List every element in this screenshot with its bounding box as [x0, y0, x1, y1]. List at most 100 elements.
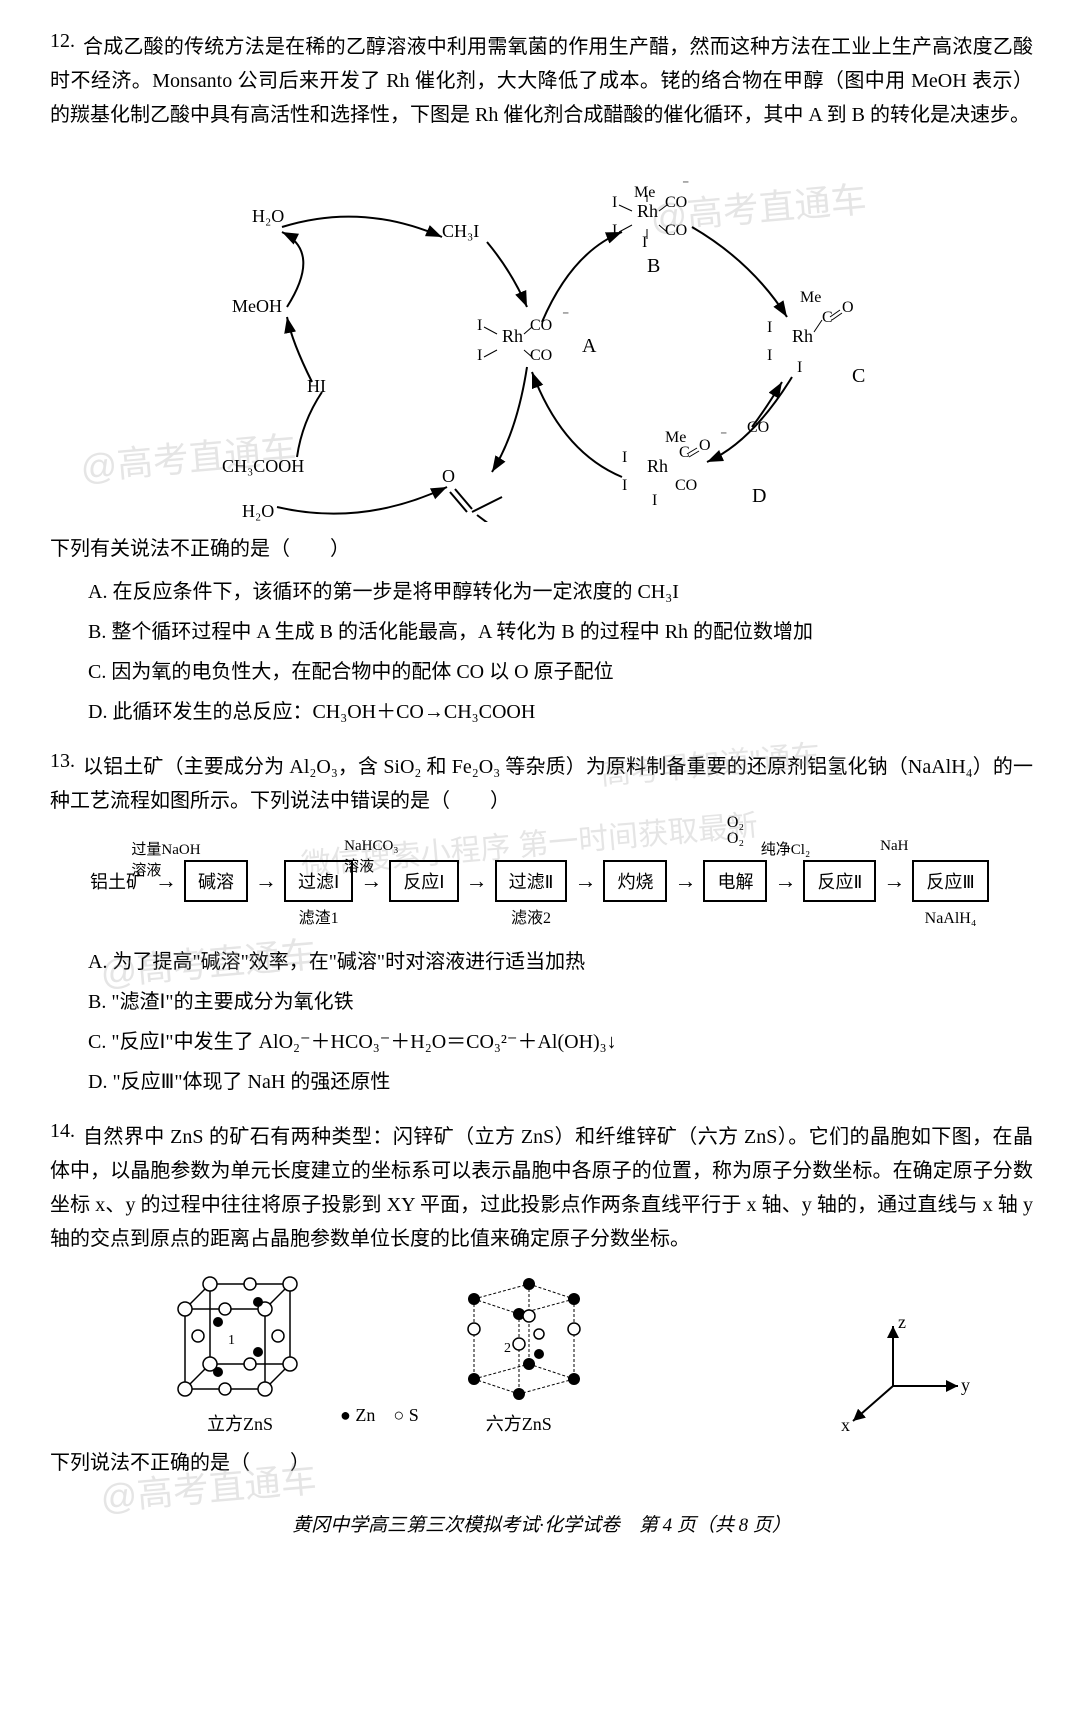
svg-text:C: C: [822, 309, 833, 326]
svg-text:CH₃COOH: CH₃COOH: [222, 456, 304, 476]
svg-text:I: I: [477, 347, 482, 364]
axis-z-label: z: [898, 1316, 906, 1332]
svg-text:I: I: [622, 477, 627, 494]
flow-box: 反应Ⅰ: [389, 860, 458, 902]
svg-text:B: B: [647, 255, 660, 277]
options-list: A. 为了提高"碱溶"效率，在"碱溶"时对溶液进行适当加热 B. "滤渣Ⅰ"的主…: [88, 944, 1033, 1100]
svg-text:Rh: Rh: [502, 326, 523, 346]
flow-box: 碱溶: [184, 860, 248, 902]
svg-text:I: I: [477, 317, 482, 334]
flow-output-label: 滤液2: [511, 904, 551, 928]
hex-zns-svg: 2: [449, 1274, 589, 1404]
svg-text:⁻: ⁻: [720, 429, 727, 444]
option-c: C. 因为氧的电负性大，在配合物中的配体 CO 以 O 原子配位: [88, 654, 1033, 690]
svg-text:Rh: Rh: [637, 201, 658, 221]
svg-text:I: I: [797, 359, 802, 376]
flow-box: 反应Ⅱ: [803, 860, 876, 902]
svg-text:CH₃I: CH₃I: [442, 221, 479, 241]
legend-s: ○ S: [393, 1405, 418, 1426]
svg-text:Me: Me: [800, 289, 821, 306]
svg-text:CO: CO: [530, 347, 552, 364]
arrow-label: NaH: [880, 838, 908, 855]
svg-text:O: O: [842, 299, 854, 316]
option-a: A. 在反应条件下，该循环的第一步是将甲醇转化为一定浓度的 CH₃I: [88, 574, 1033, 610]
options-list: A. 在反应条件下，该循环的第一步是将甲醇转化为一定浓度的 CH₃I B. 整个…: [88, 574, 1033, 730]
svg-text:O: O: [442, 466, 455, 486]
question-number: 14.: [50, 1120, 75, 1143]
svg-text:C: C: [852, 365, 865, 387]
page-footer: 黄冈中学高三第三次模拟考试·化学试卷 第 4 页（共 8 页）: [50, 1510, 1033, 1537]
question-number: 12.: [50, 30, 75, 53]
axis-y-label: y: [961, 1375, 970, 1395]
flow-output-label: O₂: [727, 814, 744, 832]
crystal-label: 立方ZnS: [207, 1410, 273, 1436]
option-c: C. "反应Ⅰ"中发生了 AlO₂⁻＋HCO₃⁻＋H₂O＝CO₃²⁻＋Al(OH…: [88, 1024, 1033, 1060]
flow-output-label: O₂: [727, 830, 744, 848]
crystal-label: 六方ZnS: [486, 1410, 552, 1436]
svg-text:H₂O: H₂O: [242, 501, 274, 521]
flow-output-label: 滤渣1: [299, 904, 339, 928]
question-body: 以铝土矿（主要成分为 Al₂O₃，含 SiO₂ 和 Fe₂O₃ 等杂质）为原料制…: [50, 750, 1033, 818]
svg-text:C: C: [679, 444, 690, 461]
flow-box-label: 电解: [717, 872, 753, 892]
question-stem: 下列有关说法不正确的是（ ）: [50, 532, 1033, 566]
flow-box: 过滤Ⅱ 滤液2: [495, 860, 568, 902]
svg-text:2: 2: [504, 1341, 511, 1356]
flow-arrow-icon: →: [883, 868, 905, 894]
question-12: 12. 合成乙酸的传统方法是在稀的乙醇溶液中利用需氧菌的作用生产醋，然而这种方法…: [50, 30, 1033, 730]
svg-text:Rh: Rh: [647, 456, 668, 476]
option-d: D. "反应Ⅲ"体现了 NaH 的强还原性: [88, 1064, 1033, 1100]
svg-text:CO: CO: [530, 317, 552, 334]
legend: ● Zn ○ S: [340, 1405, 419, 1426]
question-body: 合成乙酸的传统方法是在稀的乙醇溶液中利用需氧菌的作用生产醋，然而这种方法在工业上…: [50, 30, 1033, 132]
svg-text:⁻: ⁻: [682, 178, 689, 193]
svg-text:O: O: [699, 437, 711, 454]
flow-box-label: 过滤Ⅱ: [509, 872, 554, 892]
svg-text:I: I: [500, 521, 506, 522]
flow-box: 过滤Ⅰ 滤渣1: [284, 860, 353, 902]
svg-text:⁻: ⁻: [562, 309, 569, 324]
option-d: D. 此循环发生的总反应：CH₃OH＋CO→CH₃COOH: [88, 694, 1033, 730]
flow-arrow-icon: →: [774, 868, 796, 894]
cubic-zns-svg: 1: [170, 1274, 310, 1404]
svg-text:I: I: [622, 449, 627, 466]
crystal-structure-diagram: 1 立方ZnS ● Zn ○ S: [50, 1266, 1033, 1436]
question-number: 13.: [50, 750, 75, 773]
question-body: 自然界中 ZnS 的矿石有两种类型：闪锌矿（立方 ZnS）和纤维锌矿（六方 Zn…: [50, 1120, 1033, 1256]
svg-text:I: I: [612, 194, 617, 211]
flow-arrow-icon: →: [466, 868, 488, 894]
svg-text:I: I: [767, 319, 772, 336]
legend-zn: ● Zn: [340, 1405, 375, 1426]
flow-output-label: NaAlH₄: [925, 910, 977, 928]
option-b: B. 整个循环过程中 A 生成 B 的活化能最高，A 转化为 B 的过程中 Rh…: [88, 614, 1033, 650]
svg-text:Me: Me: [634, 184, 655, 201]
svg-text:CO: CO: [747, 419, 769, 436]
flow-box-label: 反应Ⅲ: [926, 872, 974, 892]
svg-text:I: I: [767, 347, 772, 364]
question-13: 13. 以铝土矿（主要成分为 Al₂O₃，含 SiO₂ 和 Fe₂O₃ 等杂质）…: [50, 750, 1033, 1100]
svg-text:I: I: [652, 492, 657, 509]
svg-text:MeOH: MeOH: [232, 296, 282, 316]
flow-box: 电解 O₂ O₂: [703, 860, 767, 902]
flow-arrow-icon: →: [255, 868, 277, 894]
arrow-label: 纯净Cl₂: [761, 838, 810, 859]
flow-box-label: 过滤Ⅰ: [298, 872, 339, 892]
catalytic-cycle-diagram: H₂O CH₃I MeOH HI CH₃COOH H₂O O I: [50, 142, 1033, 522]
axis-x-label: x: [841, 1415, 850, 1435]
svg-text:H₂O: H₂O: [252, 206, 284, 226]
svg-text:1: 1: [228, 1333, 235, 1348]
option-a: A. 为了提高"碱溶"效率，在"碱溶"时对溶液进行适当加热: [88, 944, 1033, 980]
svg-text:A: A: [582, 335, 597, 357]
flow-box: 反应Ⅲ NaAlH₄: [912, 860, 988, 902]
svg-text:CO: CO: [665, 194, 687, 211]
process-flow-diagram: 铝土矿 过量NaOH 溶液 → 碱溶 → 过滤Ⅰ 滤渣1 NaHCO₃ 溶液 →…: [50, 860, 1033, 902]
option-b: B. "滤渣Ⅰ"的主要成分为氧化铁: [88, 984, 1033, 1020]
svg-text:CO: CO: [675, 477, 697, 494]
svg-text:Rh: Rh: [792, 326, 813, 346]
flow-box: 灼烧: [603, 860, 667, 902]
question-stem: 下列说法不正确的是（ ）: [50, 1446, 1033, 1480]
coordinate-axes-svg: z y x: [833, 1316, 973, 1436]
svg-text:D: D: [752, 485, 766, 507]
flow-arrow-icon: →: [574, 868, 596, 894]
svg-text:CO: CO: [665, 222, 687, 239]
